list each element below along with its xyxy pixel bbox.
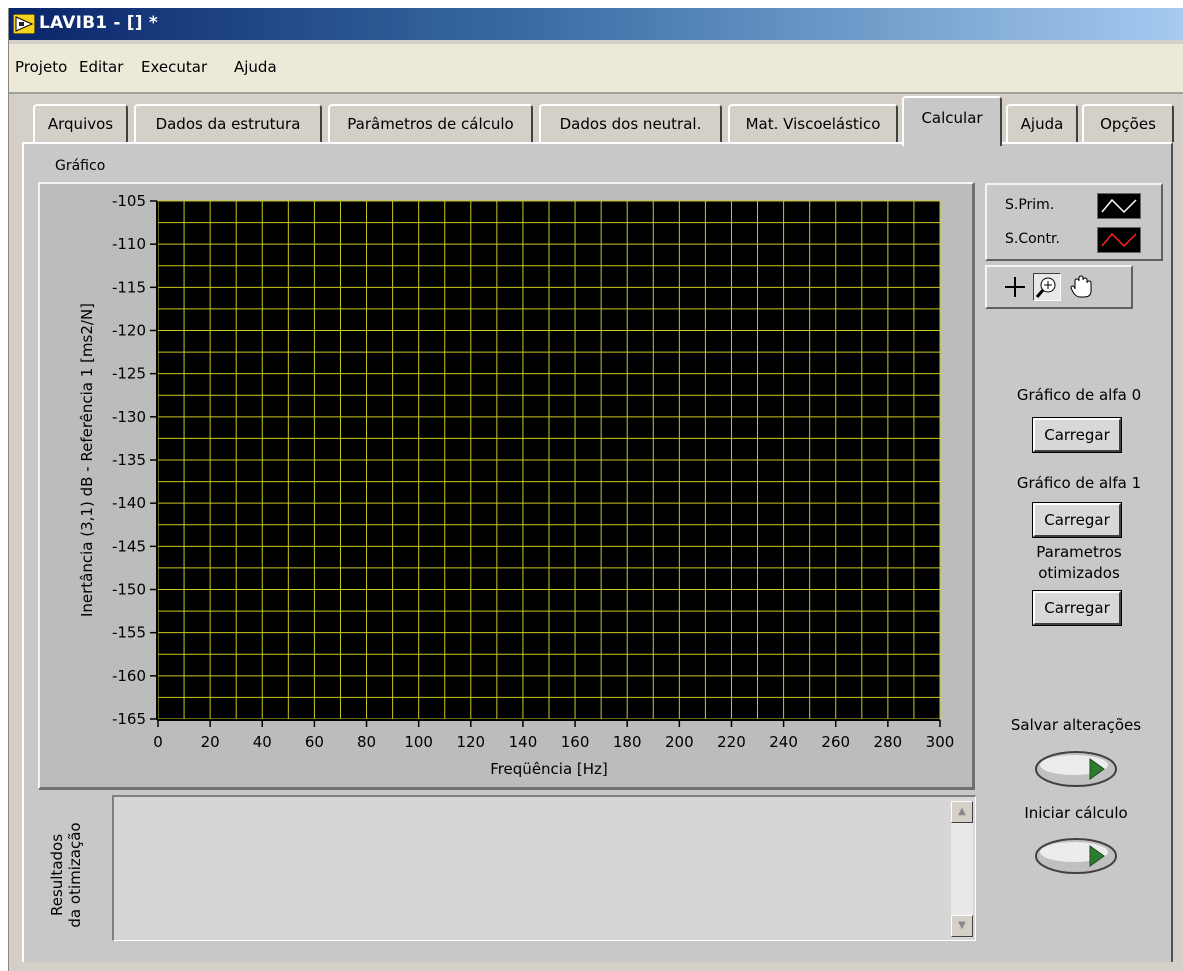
load-alfa1-button[interactable]: Carregar [1033, 503, 1121, 537]
optimized-params-label-2: otimizados [1038, 564, 1120, 582]
x-axis-label: Freqüência [Hz] [490, 760, 608, 778]
optimized-params-label-1: Parametros [1036, 543, 1122, 561]
tab-parametros-calculo[interactable]: Parâmetros de cálculo [328, 104, 533, 142]
x-tick-label: 300 [926, 733, 955, 751]
y-axis-label: Inertância (3,1) dB - Referência 1 [ms2/… [78, 303, 96, 617]
x-tick-label: 160 [561, 733, 590, 751]
labview-app-icon [13, 14, 35, 34]
load-alfa0-button[interactable]: Carregar [1033, 418, 1121, 452]
y-tick-label: -115 [112, 278, 146, 296]
y-tick-label: -120 [112, 322, 146, 340]
x-tick-label: 80 [357, 733, 376, 751]
tab-opcoes[interactable]: Opções [1082, 104, 1174, 142]
x-tick-label: 40 [253, 733, 272, 751]
x-tick-label: 280 [874, 733, 903, 751]
x-tick-label: 140 [509, 733, 538, 751]
start-calculation-button[interactable] [1034, 836, 1118, 876]
menu-projeto[interactable]: Projeto [15, 58, 68, 76]
chart[interactable]: 0 20 40 60 80 100 120 140 160 180 200 220 240 260 280 3… [40, 184, 972, 787]
graph-label: Gráfico [55, 158, 106, 174]
x-tick-label: 0 [153, 733, 163, 751]
menu-executar[interactable]: Executar [141, 58, 208, 76]
y-tick-label: -135 [112, 451, 146, 469]
tab-dados-neutral[interactable]: Dados dos neutral. [539, 104, 722, 142]
y-tick-label: -125 [112, 365, 146, 383]
start-calculation-label: Iniciar cálculo [1024, 804, 1128, 822]
tab-dados-estrutura[interactable]: Dados da estrutura [134, 104, 322, 142]
save-changes-label: Salvar alterações [1010, 716, 1142, 734]
scroll-down-icon[interactable]: ▼ [951, 915, 973, 937]
alfa0-label: Gráfico de alfa 0 [1016, 386, 1142, 404]
y-tick-label: -140 [112, 494, 146, 512]
results-label: Resultados da otimização [48, 800, 84, 950]
results-label-line-2: da otimização [66, 822, 84, 928]
results-label-line-1: Resultados [48, 833, 66, 917]
x-tick-label: 260 [821, 733, 850, 751]
plot-legend: S.Prim. S.Contr. [985, 183, 1163, 261]
load-optimized-params-button[interactable]: Carregar [1033, 591, 1121, 625]
graph-frame: 0 20 40 60 80 100 120 140 160 180 200 220 240 260 280 3… [38, 182, 975, 790]
tab-calcular[interactable]: Calcular [902, 96, 1002, 146]
y-tick-label: -130 [112, 408, 146, 426]
y-tick-label: -165 [112, 710, 146, 728]
x-tick-label: 220 [717, 733, 746, 751]
optimization-results-textarea[interactable]: ▲ ▼ [112, 795, 976, 941]
y-tick-label: -110 [112, 235, 146, 253]
results-scrollbar[interactable]: ▲ ▼ [951, 801, 973, 937]
legend-label-s-contr: S.Contr. [1005, 231, 1060, 247]
y-tick-label: -145 [112, 537, 146, 555]
pan-hand-icon[interactable] [1067, 273, 1095, 301]
x-tick-label: 120 [456, 733, 485, 751]
menu-bar: Projeto Editar Executar Ajuda [9, 44, 1183, 94]
alfa1-label: Gráfico de alfa 1 [1016, 474, 1142, 492]
y-tick-label: -105 [112, 192, 146, 210]
tab-mat-viscoelastico[interactable]: Mat. Viscoelástico [728, 104, 898, 142]
legend-swatch-s-prim[interactable] [1097, 193, 1141, 219]
x-tick-label: 240 [769, 733, 798, 751]
x-tick-label: 20 [201, 733, 220, 751]
menu-editar[interactable]: Editar [79, 58, 124, 76]
y-tick-label: -155 [112, 624, 146, 642]
legend-swatch-s-contr[interactable] [1097, 227, 1141, 253]
legend-label-s-prim: S.Prim. [1005, 197, 1055, 213]
save-changes-button[interactable] [1034, 749, 1118, 789]
y-tick-label: -150 [112, 581, 146, 599]
x-tick-label: 200 [665, 733, 694, 751]
tab-arquivos[interactable]: Arquivos [33, 104, 128, 142]
title-bar: LAVIB1 - [] * [9, 8, 1183, 40]
x-tick-label: 100 [404, 733, 433, 751]
scroll-up-icon[interactable]: ▲ [951, 801, 973, 823]
tab-ajuda[interactable]: Ajuda [1006, 104, 1078, 142]
window-title: LAVIB1 - [] * [39, 13, 158, 33]
x-tick-label: 180 [613, 733, 642, 751]
y-tick-label: -160 [112, 667, 146, 685]
graph-tools-palette [985, 265, 1133, 309]
menu-ajuda[interactable]: Ajuda [234, 58, 277, 76]
crosshair-icon[interactable] [1001, 273, 1029, 301]
x-tick-label: 60 [305, 733, 324, 751]
zoom-icon[interactable] [1033, 273, 1061, 301]
